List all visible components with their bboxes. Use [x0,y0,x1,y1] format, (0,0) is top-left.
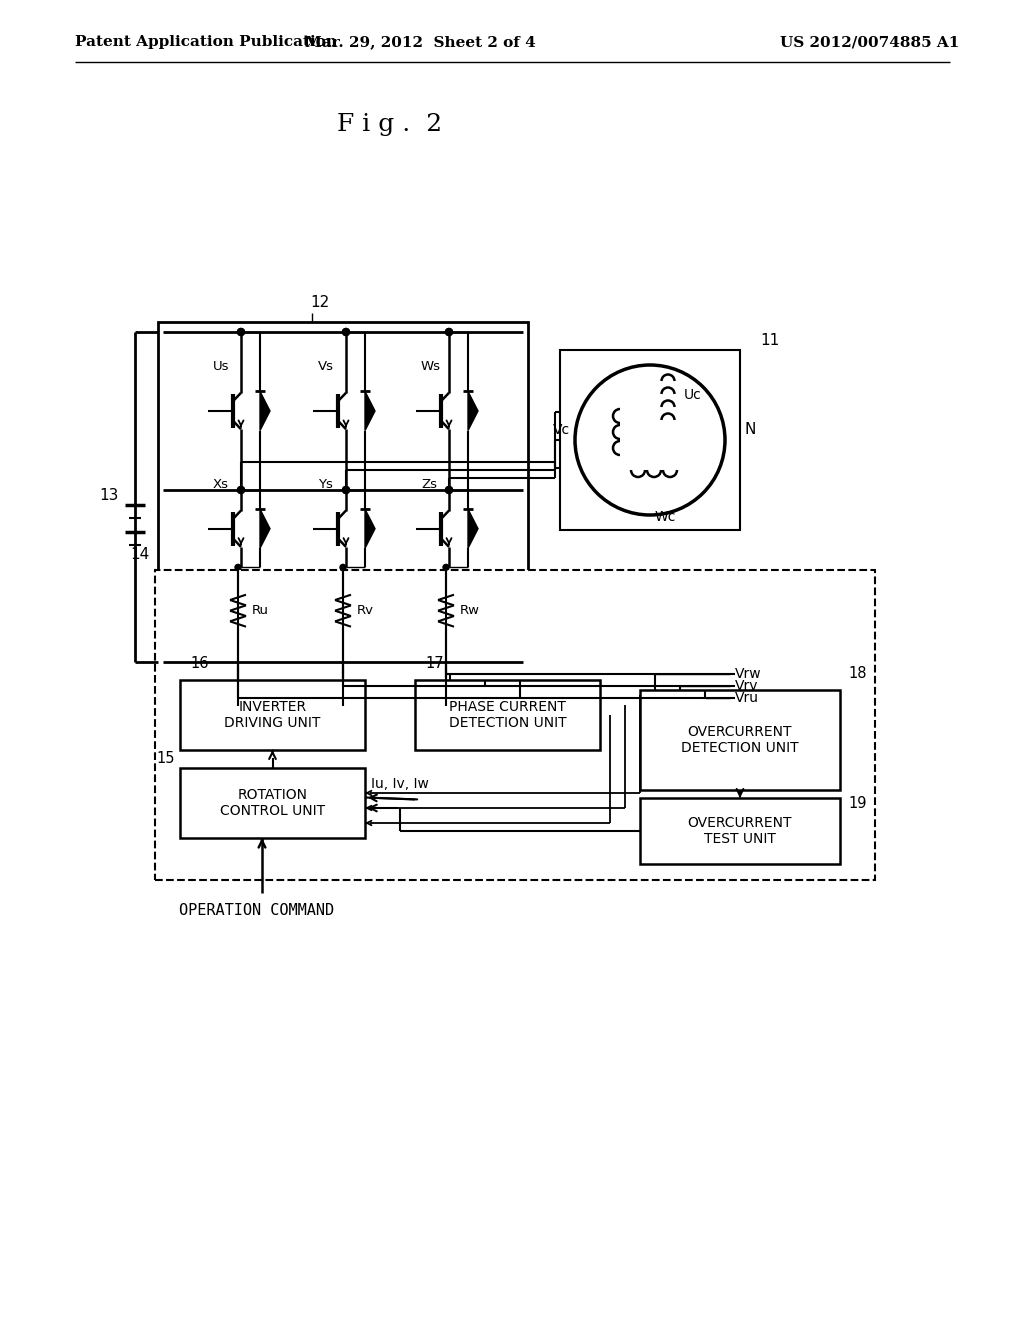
Circle shape [342,487,349,494]
Text: INVERTER
DRIVING UNIT: INVERTER DRIVING UNIT [224,700,321,730]
Text: Xs: Xs [213,478,229,491]
Text: Ws: Ws [421,360,441,374]
Text: Vrw: Vrw [735,667,762,681]
Circle shape [238,329,245,335]
Bar [155,570,874,880]
Circle shape [340,565,346,570]
Text: Iu, Iv, Iw: Iu, Iv, Iw [371,777,429,792]
Circle shape [443,565,449,570]
Text: Uc: Uc [684,388,701,403]
Text: 13: 13 [99,487,119,503]
Text: 16: 16 [190,656,209,671]
Circle shape [340,651,346,657]
Circle shape [443,651,449,657]
Text: Rw: Rw [460,605,480,618]
Circle shape [234,565,241,570]
Circle shape [445,329,453,335]
Text: 19: 19 [848,796,866,810]
Circle shape [342,329,349,335]
Polygon shape [260,392,270,430]
Circle shape [445,487,453,494]
Text: 17: 17 [425,656,443,671]
Bar [640,690,840,789]
Text: Ys: Ys [318,478,333,491]
Circle shape [342,329,349,335]
Polygon shape [468,510,478,548]
Text: Patent Application Publication: Patent Application Publication [75,36,337,49]
Polygon shape [468,392,478,430]
Text: Wc: Wc [655,510,677,524]
Bar [180,768,365,838]
Text: Zs: Zs [421,478,437,491]
Text: OPERATION COMMAND: OPERATION COMMAND [179,903,335,917]
Text: OVERCURRENT
DETECTION UNIT: OVERCURRENT DETECTION UNIT [681,725,799,755]
Text: Vc: Vc [553,422,570,437]
Text: 11: 11 [760,333,779,348]
Text: N: N [745,422,757,437]
Bar [158,322,528,672]
Polygon shape [365,510,375,548]
Bar [560,350,740,531]
Text: Vru: Vru [735,690,759,705]
Circle shape [238,329,245,335]
Text: PHASE CURRENT
DETECTION UNIT: PHASE CURRENT DETECTION UNIT [449,700,566,730]
Text: US 2012/0074885 A1: US 2012/0074885 A1 [780,36,959,49]
Text: Rv: Rv [357,605,374,618]
Circle shape [234,651,241,657]
Circle shape [342,487,349,494]
Circle shape [445,487,453,494]
Text: Vs: Vs [318,360,334,374]
Bar [640,799,840,865]
Bar [415,680,600,750]
Text: ROTATION
CONTROL UNIT: ROTATION CONTROL UNIT [220,788,325,818]
Text: 18: 18 [848,667,866,681]
Circle shape [238,487,245,494]
Text: F i g .  2: F i g . 2 [338,114,442,136]
Text: Vrv: Vrv [735,678,759,693]
Circle shape [445,329,453,335]
Polygon shape [260,510,270,548]
Text: 12: 12 [310,294,330,310]
Bar [180,680,365,750]
Text: Ru: Ru [252,605,269,618]
Text: 14: 14 [131,546,150,562]
Circle shape [238,487,245,494]
Polygon shape [365,392,375,430]
Text: 15: 15 [157,751,175,766]
Text: OVERCURRENT
TEST UNIT: OVERCURRENT TEST UNIT [688,816,793,846]
Text: Mar. 29, 2012  Sheet 2 of 4: Mar. 29, 2012 Sheet 2 of 4 [304,36,536,49]
Text: Us: Us [213,360,229,374]
